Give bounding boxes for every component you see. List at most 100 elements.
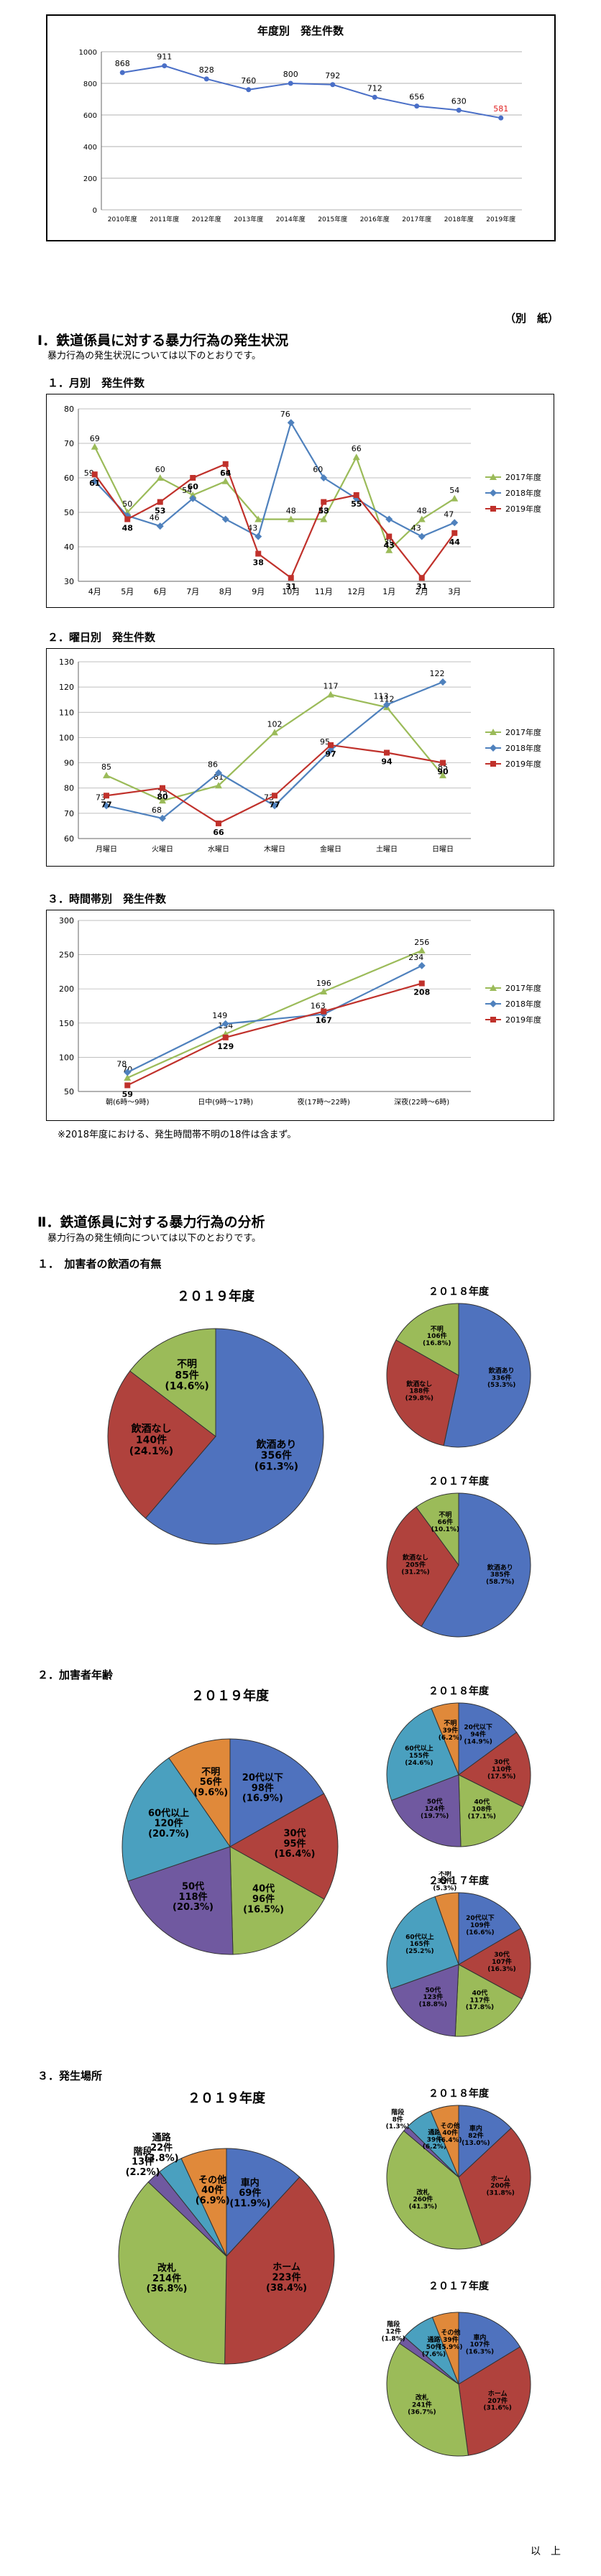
x-tick-label: 2010年度 <box>108 215 137 223</box>
series-line-2019年度 <box>93 463 456 580</box>
x-tick-label: 日曜日 <box>432 845 454 854</box>
pie-slice-飲酒なし <box>386 1339 459 1446</box>
x-tick-label: 10月 <box>282 587 300 596</box>
x-tick-label: 2017年度 <box>402 215 431 223</box>
data-point <box>386 533 393 540</box>
data-point <box>222 461 229 467</box>
pie-slice-その他 <box>431 2312 459 2385</box>
slice-label-count: 98件 <box>252 1782 274 1793</box>
data-point <box>418 946 426 954</box>
data-point <box>490 984 497 991</box>
monthly-subtitle: １．月別 発生件数 <box>47 377 145 389</box>
slice-label-name: ホーム <box>491 2175 510 2183</box>
slice-label-pct: (17.8%) <box>466 2004 494 2011</box>
data-point <box>91 477 98 485</box>
slice-label-count: 95件 <box>283 1838 306 1850</box>
x-tick-label: 2011年度 <box>150 215 179 223</box>
pie-title: ２０１９年度 <box>177 1288 255 1304</box>
age-2017-pie: ２０１７年度20代以下109件(16.6%)30代107件(16.3%)40代1… <box>386 1871 531 2037</box>
slice-label-name: その他 <box>441 2328 460 2337</box>
slice-label-name: 通路 <box>428 2128 441 2136</box>
slice-label-name: 階段 <box>134 2146 152 2157</box>
pie-slice-飲酒なし <box>386 1506 459 1628</box>
data-point <box>156 522 164 530</box>
pie-slice-改札 <box>386 2130 482 2250</box>
slice-label-count: 66件 <box>438 1518 454 1526</box>
data-point <box>440 760 446 766</box>
slice-label-name: 60代以上 <box>405 1744 433 1753</box>
slice-label-name: 通路 <box>427 2335 441 2344</box>
y-tick-label: 80 <box>64 405 74 414</box>
pie-slice-飲酒あり <box>421 1492 531 1638</box>
data-label: 31 <box>416 582 427 591</box>
legend-label: 2018年度 <box>505 743 541 753</box>
data-point <box>103 802 110 810</box>
place-2017-pie: ２０１７年度車内107件(16.3%)ホーム207件(31.6%)改札241件(… <box>382 2280 531 2457</box>
slice-label-name: 不明 <box>177 1359 197 1370</box>
slice-label-count: 336件 <box>492 1373 512 1382</box>
pie-slice-車内 <box>458 2312 521 2385</box>
pie-title: ２０１７年度 <box>428 2280 490 2292</box>
series-line-2017年度 <box>106 693 444 802</box>
slice-label-pct: (5.3%) <box>433 1885 457 1893</box>
series-line-2018年度 <box>127 964 423 1074</box>
data-label: 196 <box>316 979 331 988</box>
weekday-subtitle: ２．曜日別 発生件数 <box>47 631 156 644</box>
data-label: 69 <box>90 434 100 443</box>
data-point <box>456 107 462 113</box>
slice-label-count: 94件 <box>470 1730 486 1738</box>
pie-slice-車内 <box>458 2105 512 2179</box>
y-tick-label: 200 <box>83 175 97 183</box>
data-point <box>414 103 420 109</box>
data-point <box>418 980 425 987</box>
legend-label: 2019年度 <box>505 759 541 769</box>
section1-title: Ⅰ．鉄道係員に対する暴力行為の発生状況 <box>37 333 289 348</box>
slice-label-pct: (7.6%) <box>422 2351 446 2358</box>
data-label: 48 <box>417 507 427 516</box>
data-label: 31 <box>285 582 296 591</box>
x-tick-label: 木曜日 <box>264 845 285 854</box>
slice-label-name: 不明 <box>439 1511 451 1519</box>
data-point <box>287 515 295 522</box>
pie-slice-飲酒なし <box>107 1370 216 1519</box>
data-label: 77 <box>101 800 111 809</box>
x-tick-label: 土曜日 <box>376 844 398 854</box>
y-tick-label: 400 <box>83 144 97 152</box>
data-point <box>189 491 197 498</box>
slice-label-name: 30代 <box>494 1950 510 1959</box>
slice-label-count: 117件 <box>470 1995 490 2004</box>
data-label: 68 <box>152 805 162 815</box>
slice-label-count: 85件 <box>175 1369 198 1381</box>
pie-slice-不明 <box>434 1892 459 1965</box>
pie-slice-60代以上 <box>121 1757 231 1882</box>
slice-label-count: 200件 <box>490 2182 510 2190</box>
y-tick-label: 200 <box>59 984 74 994</box>
data-label: 112 <box>380 694 395 703</box>
slice-label-name: その他 <box>441 2121 460 2130</box>
slice-label-pct: (2.2%) <box>126 2167 160 2178</box>
data-label: 66 <box>213 828 224 837</box>
data-point <box>160 785 165 791</box>
data-label: 208 <box>413 988 430 997</box>
timeslot-subtitle: ３．時間帯別 発生件数 <box>47 892 167 905</box>
data-label: 581 <box>493 104 508 114</box>
slice-label-count: 35件 <box>437 1877 453 1885</box>
slice-label-name: 車内 <box>469 2124 482 2133</box>
age-subtitle: ２．加害者年齢 <box>37 1668 114 1681</box>
data-point <box>320 988 328 995</box>
timeslot-chart: 50 100 150 200 250 300 朝(6時～9時) 日中(9時～17時) 夜(17時… <box>59 916 541 1107</box>
x-tick-label: 4月 <box>88 587 101 596</box>
slice-label-pct: (3.8%) <box>144 2153 179 2164</box>
slice-label-count: 82件 <box>468 2131 484 2140</box>
data-label: 800 <box>283 70 298 79</box>
pie-title: ２０１９年度 <box>188 2090 266 2106</box>
section2-intro: 暴力行為の発生傾向については以下のとおりです。 <box>47 1233 262 1244</box>
